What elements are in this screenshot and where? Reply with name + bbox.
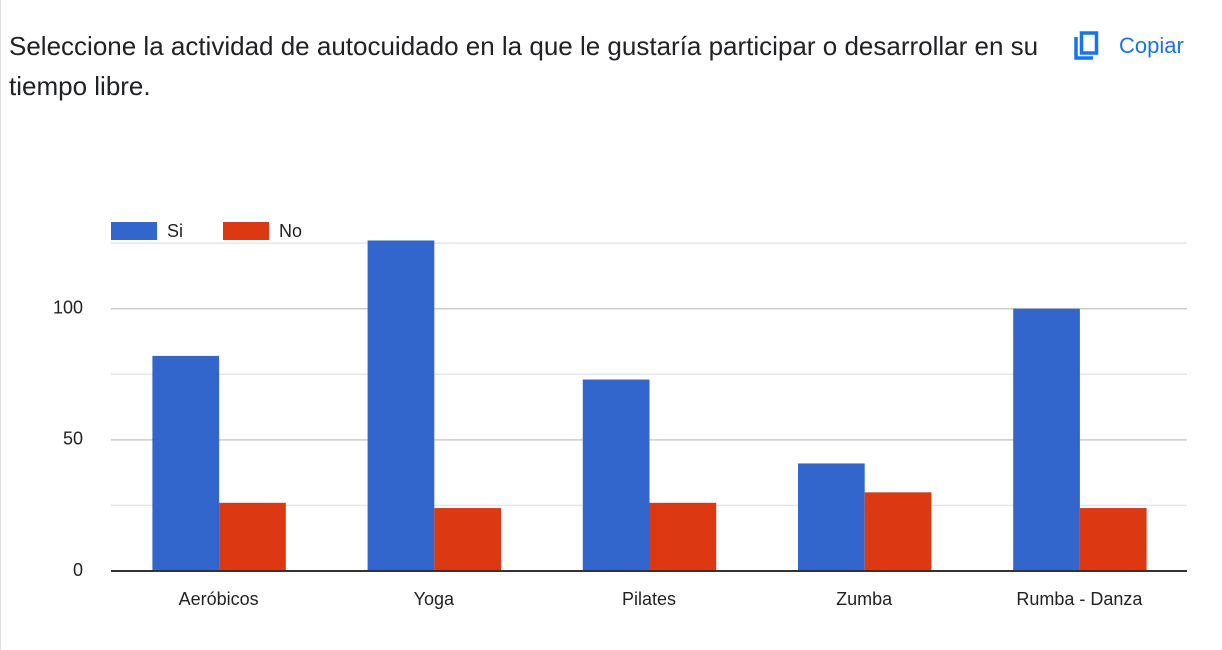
legend-swatch	[111, 222, 157, 240]
legend-label: Si	[167, 221, 183, 241]
copy-icon	[1074, 31, 1099, 60]
y-tick-label: 0	[73, 560, 83, 580]
x-tick-label: Yoga	[414, 589, 455, 609]
bar	[649, 502, 717, 571]
bar	[367, 240, 435, 571]
legend-label: No	[279, 221, 302, 241]
x-tick-label: Aeróbicos	[179, 589, 259, 609]
copy-label: Copiar	[1119, 33, 1184, 58]
bar	[152, 355, 220, 571]
y-tick-label: 100	[53, 297, 83, 317]
bar	[434, 508, 502, 571]
bar	[1013, 308, 1080, 571]
y-tick-label: 50	[63, 429, 83, 449]
x-tick-label: Zumba	[836, 589, 893, 609]
bar	[582, 379, 650, 571]
chart-title: Seleccione la actividad de autocuidado e…	[9, 31, 1039, 101]
bar	[797, 463, 865, 571]
bar	[864, 492, 932, 571]
x-tick-label: Rumba - Danza	[1016, 589, 1143, 609]
bar	[219, 502, 286, 571]
bar	[1079, 508, 1147, 571]
copy-button[interactable]: Copiar	[1073, 26, 1184, 66]
x-tick-label: Pilates	[622, 589, 676, 609]
legend-swatch	[223, 222, 270, 240]
